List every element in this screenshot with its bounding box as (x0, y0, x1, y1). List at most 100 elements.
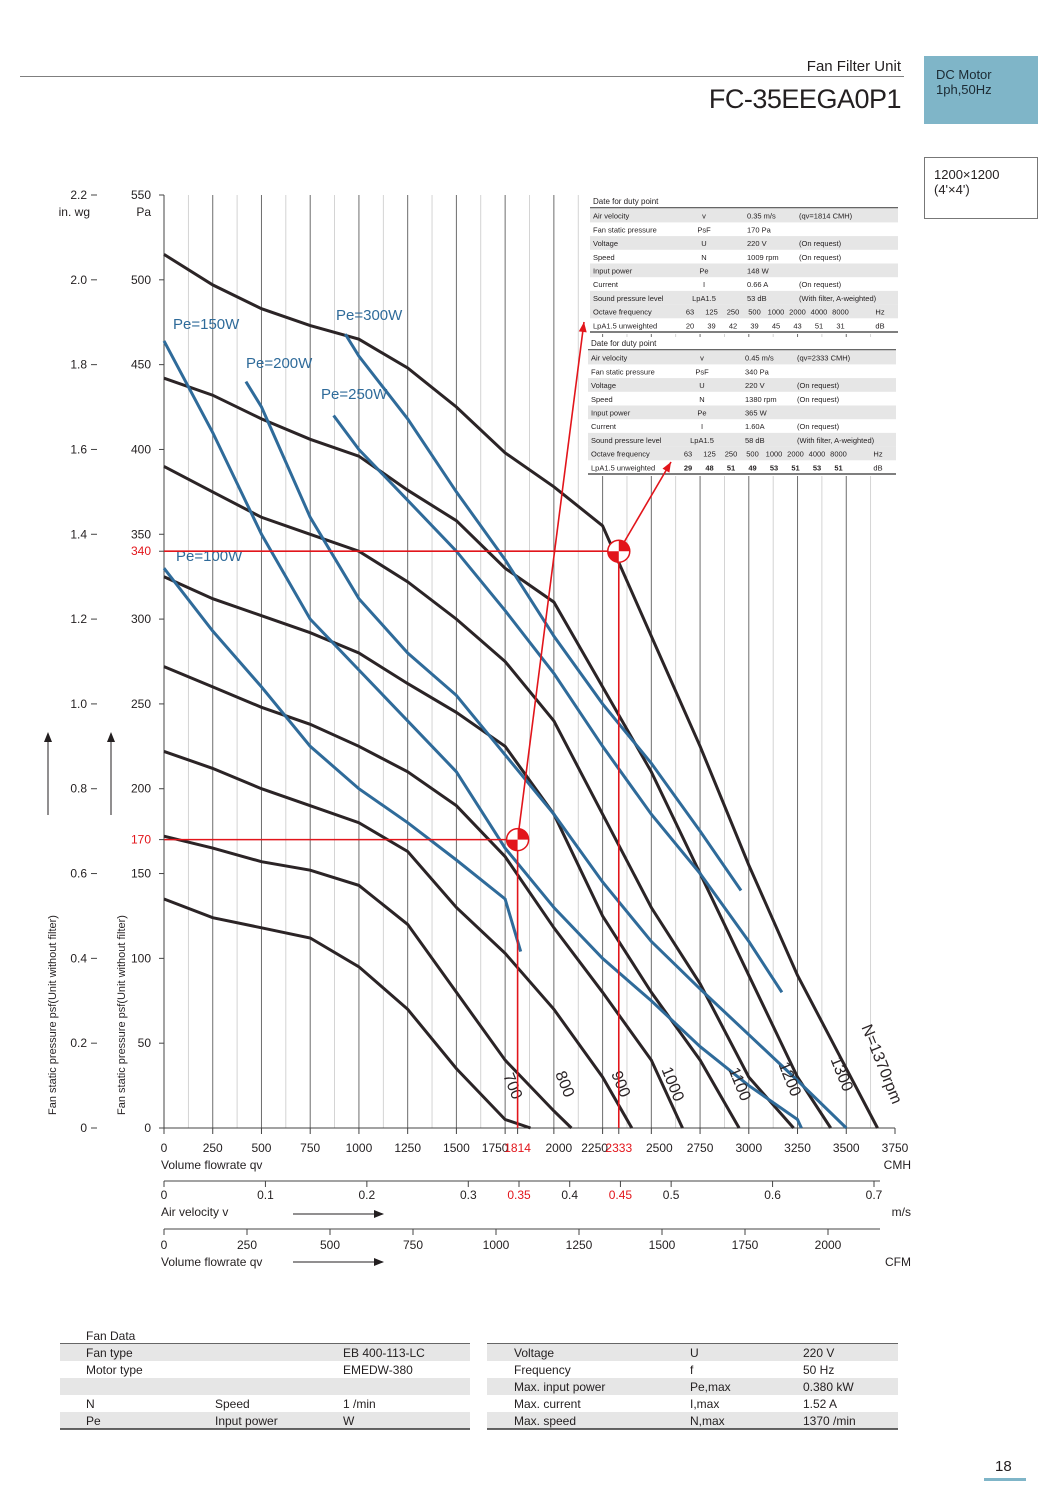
duty-table-row-stripe (588, 350, 896, 365)
octave-unit: Hz (873, 450, 882, 459)
lpa-value: 53 (813, 463, 821, 472)
x-tick-label: 500 (251, 1141, 271, 1155)
duty-table-cell: LpA1.5 (690, 436, 714, 445)
duty-table-cell: 220 V (747, 239, 767, 248)
x-tick-label: 2333 (605, 1141, 632, 1155)
duty-point-table: Date for duty point Air velocity v 0.45 m/s… (588, 337, 896, 476)
octave-value: 8000 (832, 308, 849, 317)
duty-table-row-stripe (588, 432, 896, 447)
octave-value: 4000 (811, 308, 828, 317)
lpa-value: 48 (705, 463, 713, 472)
fan-data-right-cell: I,max (690, 1397, 719, 1411)
duty-table-cell: Input power (593, 267, 633, 276)
y2-tick-label: 0.2 (70, 1036, 87, 1050)
fan-data-left-cell: EB 400-113-LC (343, 1346, 425, 1360)
x-tick-label: 1750 (482, 1141, 509, 1155)
duty-table-row-stripe (588, 378, 896, 392)
speed-curve (163, 749, 634, 1129)
octave-value: 500 (748, 308, 761, 317)
x-tick-label: 1250 (394, 1141, 421, 1155)
lpa-unit: dB (873, 463, 882, 472)
fan-data-left-cell: Input power (215, 1414, 278, 1428)
lpa-value: 20 (686, 321, 694, 330)
octave-value: 2000 (787, 450, 804, 459)
lpa-value: 49 (748, 463, 756, 472)
cfm-axis-title: Volume flowrate qv (161, 1255, 262, 1269)
duty-table-cell: Speed (593, 253, 615, 262)
velocity-tick-label: 0 (161, 1188, 168, 1202)
x-tick-label: 3000 (735, 1141, 762, 1155)
x-tick-label: 1000 (346, 1141, 373, 1155)
x-tick-label: 2250 (581, 1141, 608, 1155)
fan-data-left-cell: Speed (215, 1397, 250, 1411)
fan-data-right-cell: Max. current (514, 1397, 581, 1411)
fan-data-title: Fan Data (86, 1329, 136, 1343)
power-curve-label: Pe=250W (321, 386, 388, 403)
velocity-tick-label: 0.45 (609, 1188, 633, 1202)
x-tick-label: 1814 (504, 1141, 531, 1155)
y2-tick-label: 2.2 (70, 188, 87, 202)
duty-table-cell: (With filter, A-weighted) (797, 436, 875, 445)
velocity-arrowhead (374, 1210, 384, 1218)
y2-tick-label: 1.0 (70, 697, 87, 711)
duty-table-cell: 365 W (745, 409, 768, 418)
duty-table-cell: Fan static pressure (593, 225, 657, 234)
x-tick-label: 0 (161, 1141, 168, 1155)
power-curve (344, 333, 743, 892)
duty-table-row-stripe (590, 208, 898, 223)
x-tick-label: 2000 (546, 1141, 573, 1155)
y-tick-label: 200 (131, 782, 151, 796)
cfm-tick-label: 1500 (649, 1238, 676, 1252)
velocity-unit-label: m/s (892, 1205, 911, 1219)
duty-point-quadrant (517, 828, 529, 840)
y2-tick-label: 2.0 (70, 273, 87, 287)
y-axis-arrowhead (107, 732, 115, 742)
duty-table-row-stripe (590, 304, 898, 319)
cfm-tick-label: 1250 (566, 1238, 593, 1252)
y-tick-label: 500 (131, 273, 151, 287)
duty-table-cell: (With filter, A-weighted) (799, 294, 877, 303)
octave-label: Octave frequency (591, 450, 650, 459)
duty-point-quadrant (618, 540, 630, 552)
y-tick-label: 250 (131, 697, 151, 711)
fan-data-right-cell: 1370 /min (803, 1414, 856, 1428)
fan-data-right-cell: 1.52 A (803, 1397, 837, 1411)
velocity-tick-label: 0.3 (460, 1188, 477, 1202)
speed-curve-label: N=1370rpm (858, 1022, 905, 1106)
fan-data-right-cell: Frequency (514, 1363, 571, 1377)
cfm-unit-label: CFM (885, 1255, 911, 1269)
y2-tick-label: 1.4 (70, 527, 87, 541)
x-tick-label: 2500 (646, 1141, 673, 1155)
power-curve-label: Pe=150W (173, 316, 240, 333)
octave-value: 125 (703, 450, 716, 459)
duty-table-cell: 220 V (745, 381, 765, 390)
cfm-tick-label: 2000 (815, 1238, 842, 1252)
duty-table-cell: 1.60A (745, 422, 765, 431)
power-curve (244, 380, 848, 1130)
duty-table-row-stripe (588, 405, 896, 420)
duty-table-row-stripe (590, 290, 898, 305)
duty-leader-arrowhead (662, 462, 671, 473)
y-tick-label: 150 (131, 867, 151, 881)
y2-tick-label: 1.2 (70, 612, 87, 626)
duty-table-cell: 0.66 A (747, 280, 768, 289)
duty-table-cell: U (699, 381, 704, 390)
cfm-tick-label: 0 (161, 1238, 168, 1252)
duty-table-cell: 148 W (747, 267, 770, 276)
motor-phase-line: 1ph,50Hz (936, 82, 992, 97)
speed-curve (163, 834, 573, 1130)
fan-data-right-cell: f (690, 1363, 694, 1377)
duty-table-cell: I (703, 280, 705, 289)
velocity-tick-label: 0.5 (663, 1188, 680, 1202)
octave-value: 1000 (768, 308, 785, 317)
duty-point-table: Date for duty point Air velocity v 0.35 m/s… (590, 195, 898, 334)
x-tick-label: 2750 (687, 1141, 714, 1155)
y-tick-label: 170 (131, 833, 151, 847)
fan-data-right-cell: Voltage (514, 1346, 554, 1360)
speed-curve (163, 465, 795, 1129)
fan-data-right-cell: Max. input power (514, 1380, 605, 1394)
lpa-value: 42 (729, 321, 737, 330)
x-tick-label: 3750 (882, 1141, 909, 1155)
lpa-value: 29 (684, 463, 692, 472)
